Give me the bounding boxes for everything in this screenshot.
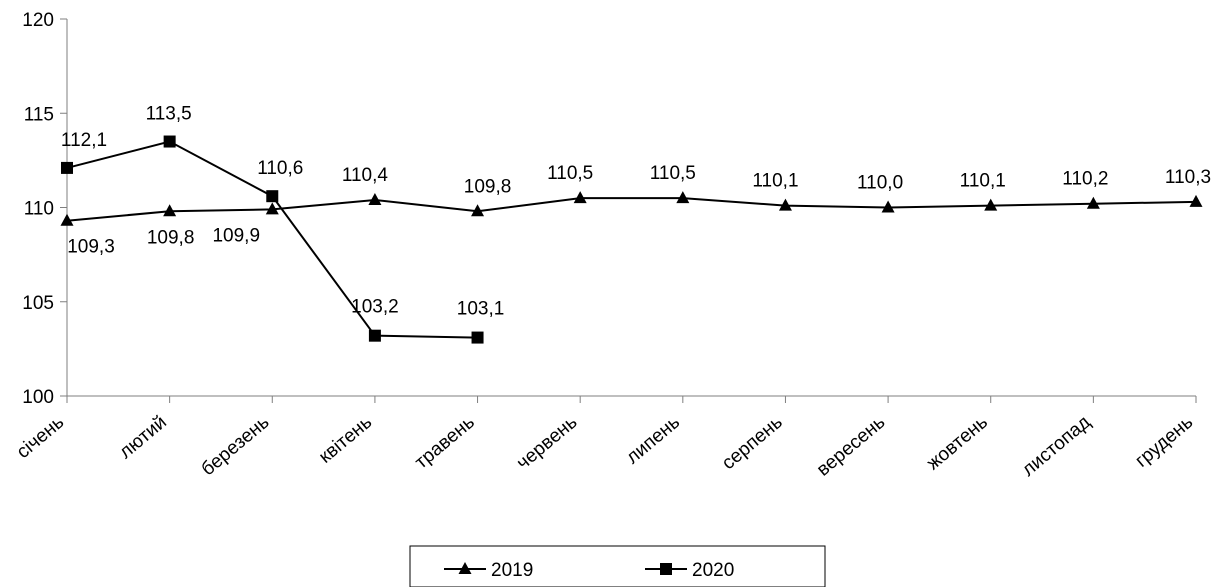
x-axis: січень лютий березень квітень травень червень… <box>13 395 1197 481</box>
data-point-2020 <box>368 329 381 342</box>
legend-label-2020: 2020 <box>692 560 734 581</box>
data-label-2019: 110,1 <box>960 171 1006 192</box>
series-2019 <box>60 191 1203 226</box>
legend-item-2019: 2019 <box>444 560 533 581</box>
x-tick-label: травень <box>411 412 479 474</box>
data-point-2019 <box>60 213 74 226</box>
data-point-2019 <box>676 191 690 204</box>
legend-marker-2020 <box>660 563 672 575</box>
x-tick-label: жовтень <box>923 412 992 475</box>
legend-item-2020: 2020 <box>645 560 734 581</box>
data-label-2019: 110,3 <box>1165 167 1211 188</box>
data-label-2019: 109,8 <box>464 176 512 197</box>
data-label-2020: 112,1 <box>61 130 107 151</box>
data-label-2019: 109,8 <box>147 227 195 248</box>
data-label-2019: 110,4 <box>342 165 389 186</box>
x-tick-label: лютий <box>115 412 171 463</box>
data-point-2019 <box>471 204 485 217</box>
data-point-2019 <box>1189 194 1203 207</box>
data-point-2020 <box>471 331 484 344</box>
data-point-2019 <box>778 198 792 211</box>
x-tick-label: грудень <box>1131 412 1197 472</box>
data-label-2020: 113,5 <box>146 104 192 125</box>
data-label-2019: 110,5 <box>547 163 593 184</box>
data-label-2019: 110,2 <box>1062 169 1108 190</box>
y-tick-label: 105 <box>22 293 54 314</box>
y-tick-label: 100 <box>22 387 54 408</box>
data-point-2019 <box>573 191 587 204</box>
legend-marker-2019 <box>458 562 472 574</box>
x-tick-label: червень <box>513 412 582 474</box>
x-tick-label: серпень <box>718 412 787 474</box>
data-label-2020: 103,1 <box>457 299 505 320</box>
data-point-2019 <box>368 192 382 205</box>
series-layer <box>60 135 1203 344</box>
data-point-2019 <box>163 204 177 217</box>
legend-label-2019: 2019 <box>491 560 533 581</box>
x-tick-label: квітень <box>315 412 376 468</box>
data-label-2019: 110,5 <box>650 163 696 184</box>
series-2020 <box>61 135 484 344</box>
legend: 2019 2020 <box>409 545 826 587</box>
data-label-2019: 110,0 <box>857 173 903 194</box>
x-tick-label: березень <box>198 412 274 480</box>
y-tick-label: 115 <box>24 104 54 125</box>
data-label-2019: 109,3 <box>67 237 115 258</box>
data-point-2019 <box>984 198 998 211</box>
data-label-2020: 103,2 <box>351 297 399 318</box>
x-tick-label: вересень <box>813 412 889 481</box>
data-point-2019 <box>265 202 279 215</box>
y-tick-label: 110 <box>24 199 54 220</box>
data-point-2020 <box>266 190 279 203</box>
data-point-2020 <box>163 135 176 148</box>
legend-box <box>409 545 826 587</box>
y-tick-label: 120 <box>22 10 54 31</box>
x-tick-label: січень <box>13 412 68 463</box>
data-labels: 109,3 109,8 109,9 110,4 109,8 110,5 110,5 110,1… <box>61 104 1211 320</box>
x-tick-label: листопад <box>1018 412 1094 481</box>
data-point-2019 <box>881 200 895 213</box>
data-point-2019 <box>1086 196 1100 209</box>
x-tick-label: липень <box>622 412 684 469</box>
data-label-2019: 110,1 <box>752 171 798 192</box>
data-label-2019: 109,9 <box>212 225 260 246</box>
data-label-2020: 110,6 <box>257 158 303 179</box>
series-line-2019 <box>66 197 1197 222</box>
y-axis: 100 105 110 115 120 <box>22 10 68 408</box>
data-point-2020 <box>61 161 73 174</box>
